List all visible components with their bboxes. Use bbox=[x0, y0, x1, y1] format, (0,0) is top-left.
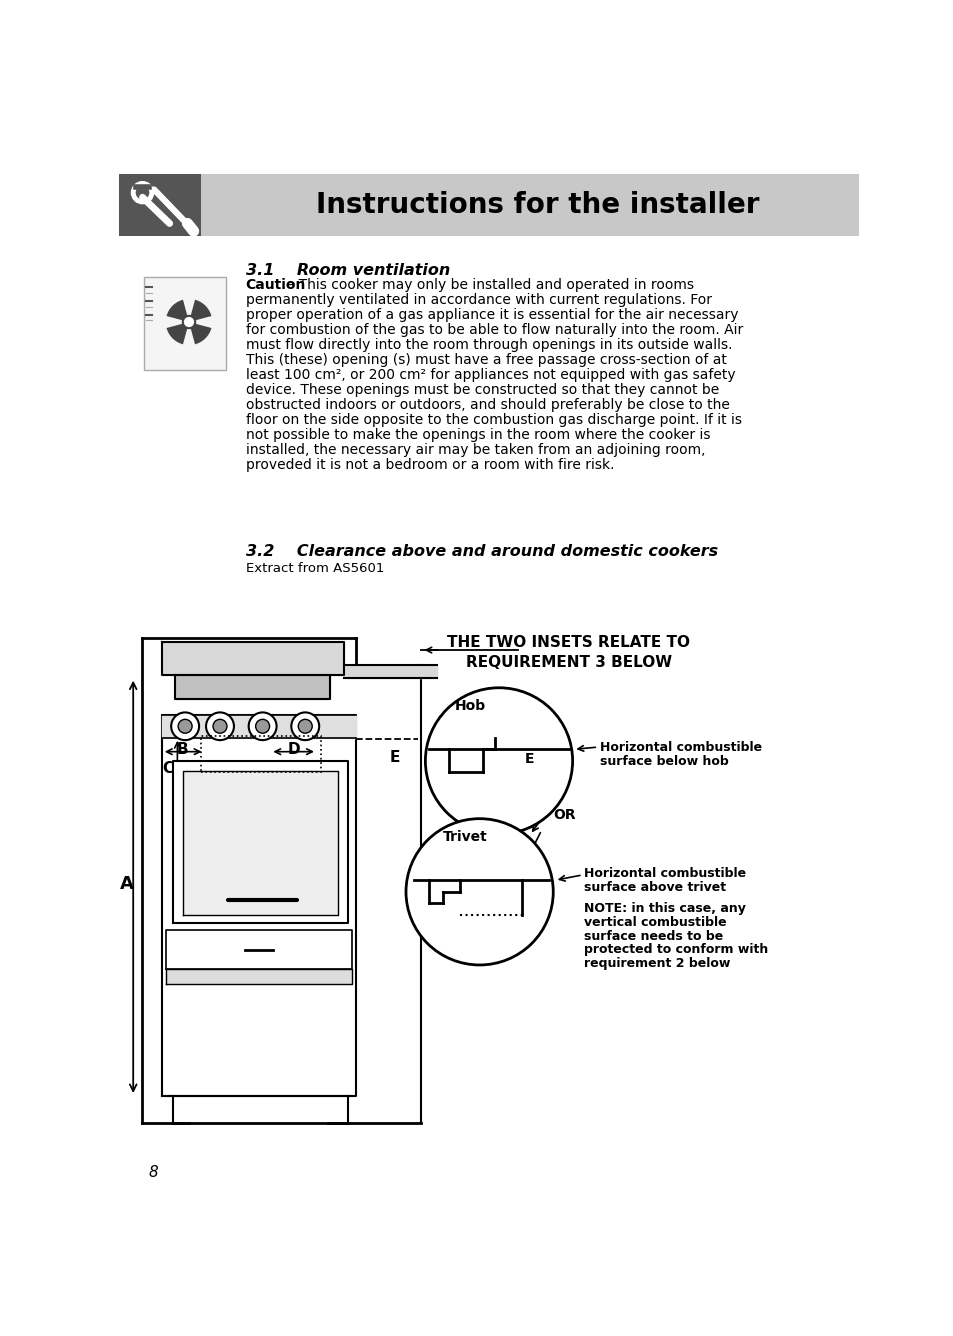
Circle shape bbox=[406, 819, 553, 965]
Text: C: C bbox=[162, 762, 173, 776]
Bar bbox=[119, 174, 200, 235]
Text: A: A bbox=[120, 875, 133, 894]
Text: not possible to make the openings in the room where the cooker is: not possible to make the openings in the… bbox=[245, 429, 709, 442]
Text: proper operation of a gas appliance it is essential for the air necessary: proper operation of a gas appliance it i… bbox=[245, 309, 738, 322]
Circle shape bbox=[206, 712, 233, 740]
Text: THE TWO INSETS RELATE TO: THE TWO INSETS RELATE TO bbox=[447, 636, 690, 651]
Circle shape bbox=[298, 719, 312, 733]
Polygon shape bbox=[174, 675, 330, 699]
Text: NOTE: in this case, any: NOTE: in this case, any bbox=[583, 902, 745, 915]
Text: 8: 8 bbox=[149, 1165, 158, 1181]
Circle shape bbox=[291, 712, 319, 740]
Circle shape bbox=[249, 712, 276, 740]
Text: Horizontal combustible: Horizontal combustible bbox=[583, 867, 745, 880]
Text: surface below hob: surface below hob bbox=[599, 755, 728, 768]
Polygon shape bbox=[162, 715, 355, 1096]
Text: obstructed indoors or outdoors, and should preferably be close to the: obstructed indoors or outdoors, and shou… bbox=[245, 398, 729, 413]
Text: protected to conform with: protected to conform with bbox=[583, 943, 768, 957]
Text: must flow directly into the room through openings in its outside walls.: must flow directly into the room through… bbox=[245, 338, 731, 353]
Text: requirement 2 below: requirement 2 below bbox=[583, 958, 730, 970]
Text: E: E bbox=[389, 749, 399, 766]
Text: D: D bbox=[287, 741, 299, 756]
Text: installed, the necessary air may be taken from an adjoining room,: installed, the necessary air may be take… bbox=[245, 444, 704, 457]
Circle shape bbox=[183, 315, 195, 329]
Text: Extract from AS5601: Extract from AS5601 bbox=[245, 562, 383, 576]
Text: E: E bbox=[525, 752, 535, 767]
Text: – This cooker may only be installed and operated in rooms: – This cooker may only be installed and … bbox=[282, 278, 693, 293]
Circle shape bbox=[213, 719, 227, 733]
Text: Caution: Caution bbox=[245, 278, 306, 293]
Text: for combustion of the gas to be able to flow naturally into the room. Air: for combustion of the gas to be able to … bbox=[245, 323, 742, 337]
Text: surface needs to be: surface needs to be bbox=[583, 930, 722, 943]
Polygon shape bbox=[166, 930, 352, 969]
Text: Instructions for the installer: Instructions for the installer bbox=[315, 191, 759, 219]
Polygon shape bbox=[344, 665, 436, 677]
Bar bbox=[119, 174, 858, 235]
Polygon shape bbox=[162, 641, 344, 675]
Polygon shape bbox=[162, 715, 355, 737]
Circle shape bbox=[255, 719, 270, 733]
Polygon shape bbox=[183, 771, 337, 915]
Text: B: B bbox=[177, 741, 189, 756]
Text: proveded it is not a bedroom or a room with fire risk.: proveded it is not a bedroom or a room w… bbox=[245, 458, 614, 473]
Wedge shape bbox=[189, 322, 212, 345]
Polygon shape bbox=[173, 762, 348, 923]
Text: permanently ventilated in accordance with current regulations. For: permanently ventilated in accordance wit… bbox=[245, 293, 711, 307]
Text: 3.2    Clearance above and around domestic cookers: 3.2 Clearance above and around domestic … bbox=[245, 544, 717, 558]
Wedge shape bbox=[167, 322, 189, 345]
Polygon shape bbox=[166, 969, 352, 985]
Text: Horizontal combustible: Horizontal combustible bbox=[599, 741, 761, 754]
Circle shape bbox=[425, 688, 572, 834]
Text: REQUIREMENT 3 BELOW: REQUIREMENT 3 BELOW bbox=[465, 655, 671, 669]
Circle shape bbox=[171, 712, 199, 740]
Text: vertical combustible: vertical combustible bbox=[583, 915, 726, 929]
Text: Trivet: Trivet bbox=[443, 830, 488, 844]
Text: OR: OR bbox=[553, 808, 576, 822]
Text: Hob: Hob bbox=[455, 699, 485, 713]
Wedge shape bbox=[189, 299, 212, 322]
Wedge shape bbox=[167, 299, 189, 322]
Text: least 100 cm², or 200 cm² for appliances not equipped with gas safety: least 100 cm², or 200 cm² for appliances… bbox=[245, 369, 735, 382]
Circle shape bbox=[178, 719, 192, 733]
Bar bbox=[200, 736, 320, 772]
Text: surface above trivet: surface above trivet bbox=[583, 880, 725, 894]
Text: device. These openings must be constructed so that they cannot be: device. These openings must be construct… bbox=[245, 383, 718, 397]
Text: 3.1    Room ventilation: 3.1 Room ventilation bbox=[245, 263, 450, 278]
Text: floor on the side opposite to the combustion gas discharge point. If it is: floor on the side opposite to the combus… bbox=[245, 413, 740, 428]
Text: This (these) opening (s) must have a free passage cross-section of at: This (these) opening (s) must have a fre… bbox=[245, 353, 725, 367]
Bar bbox=[144, 278, 226, 370]
